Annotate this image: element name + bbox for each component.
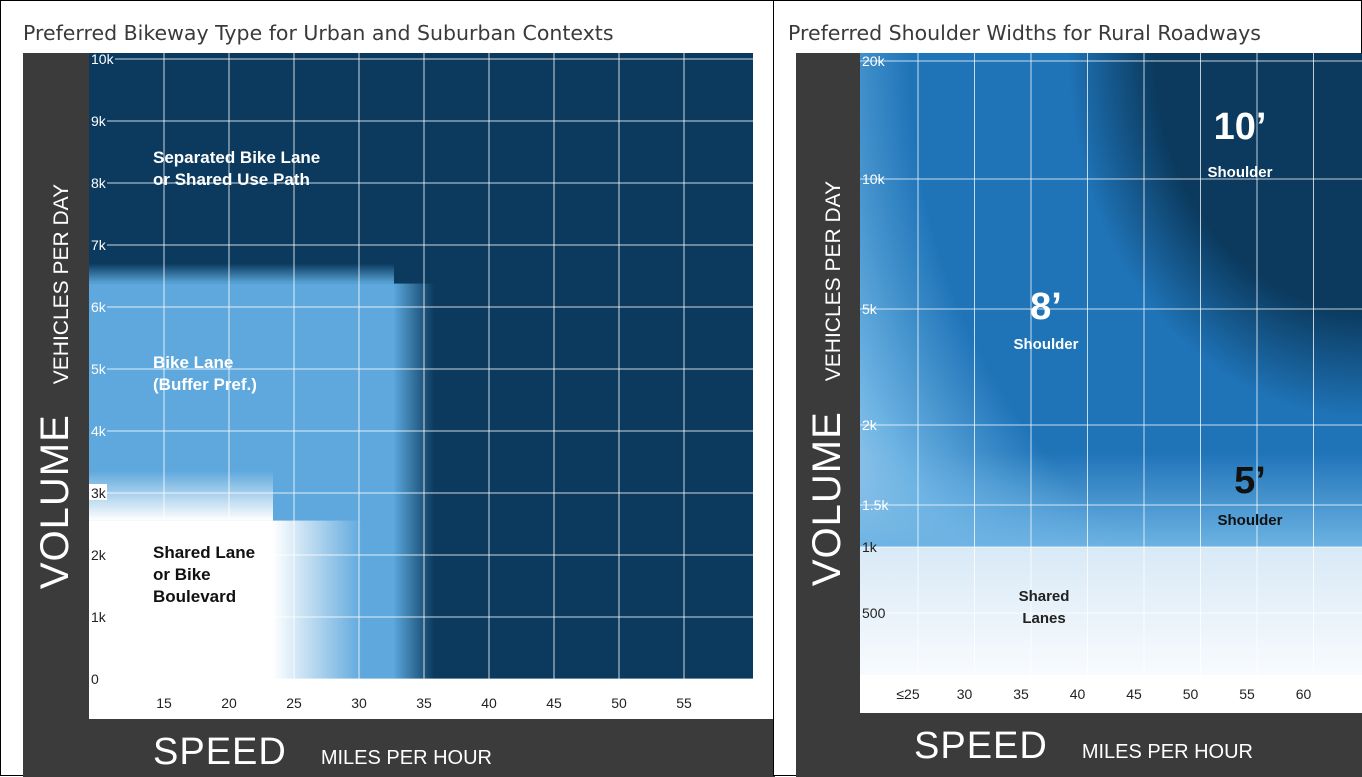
x-axis-band: [23, 719, 775, 777]
x-tick-label: 40: [481, 695, 497, 711]
zone-label: Shared Lane: [153, 543, 255, 562]
y-axis-unit: VEHICLES PER DAY: [50, 183, 74, 384]
y-axis-band: [796, 53, 860, 777]
y-tick-label: 9k: [91, 113, 107, 129]
x-axis-title: SPEED MILES PER HOUR: [914, 725, 1253, 768]
zone-label: Bike Lane: [153, 353, 233, 372]
y-tick-label: 2k: [91, 547, 107, 563]
x-axis-label: SPEED: [914, 725, 1048, 767]
y-tick-label: 5k: [91, 361, 107, 377]
y-tick-label: 1.5k: [862, 497, 889, 513]
x-axis-title: SPEED MILES PER HOUR: [153, 731, 492, 774]
x-axis-unit: MILES PER HOUR: [320, 747, 492, 769]
y-tick-label: 2k: [862, 417, 878, 433]
y-tick-label: 500: [862, 605, 886, 621]
y-tick-label: 0: [91, 671, 99, 687]
y-tick-label: 10k: [862, 171, 886, 187]
x-tick-label: 25: [286, 695, 302, 711]
shared-lane-zone: [89, 520, 273, 679]
x-tick-label: 20: [221, 695, 237, 711]
zone-label-big: 10’: [1214, 106, 1267, 148]
x-tick-label: 55: [1239, 686, 1255, 702]
x-tick-label: 45: [546, 695, 562, 711]
y-tick-label: 7k: [91, 237, 107, 253]
x-tick-label: 40: [1070, 686, 1086, 702]
zone-label: (Buffer Pref.): [153, 375, 257, 394]
rural-chart-panel: Preferred Shoulder Widths for Rural Road…: [773, 0, 1362, 777]
y-tick-bg: [89, 236, 107, 252]
x-tick-label: 50: [1183, 686, 1199, 702]
bike-lane-fade-top: [89, 263, 394, 284]
y-tick-label: 3k: [91, 485, 107, 501]
x-tick-label: 30: [351, 695, 367, 711]
y-tick-bg: [89, 298, 107, 314]
y-tick-label: 6k: [91, 299, 107, 315]
shared-lane-fade-right: [273, 520, 363, 679]
x-tick-label: 35: [416, 695, 432, 711]
x-axis-area: [89, 679, 753, 719]
zone-label-big: 5’: [1234, 460, 1266, 502]
shared-lanes-zone: [860, 547, 1362, 675]
y-tick-bg: [89, 53, 115, 66]
y-tick-bg: [89, 174, 107, 190]
y-tick-label: 5k: [862, 301, 878, 317]
y-tick-bg: [89, 360, 107, 376]
urban-bikeway-chart: 15 20 25 30 35 40 45 50 55 0 1k 2k 3k 4k 5k 6k 7k 8k 9k 10k…: [89, 53, 753, 719]
x-tick-label: ≤25: [896, 686, 919, 702]
y-axis-band: [23, 53, 89, 777]
y-tick-bg: [89, 112, 107, 128]
y-tick-bg: [89, 484, 107, 500]
y-axis-unit: VEHICLES PER DAY: [822, 180, 846, 381]
x-tick-label: 60: [1296, 686, 1312, 702]
zone-label: or Bike: [153, 565, 211, 584]
zone-label: Lanes: [1022, 610, 1065, 627]
y-axis-title: VOLUME VEHICLES PER DAY: [23, 53, 89, 719]
x-tick-label: 55: [676, 695, 692, 711]
chart-title: Preferred Bikeway Type for Urban and Sub…: [23, 21, 614, 45]
y-tick-label: 8k: [91, 175, 107, 191]
chart-title: Preferred Shoulder Widths for Rural Road…: [788, 21, 1261, 45]
y-tick-label: 20k: [862, 53, 886, 69]
shared-lane-fade-top: [89, 470, 273, 521]
y-tick-label: 4k: [91, 423, 107, 439]
y-tick-label: 10k: [91, 53, 115, 67]
zone-label: Boulevard: [153, 587, 236, 606]
x-tick-label: 50: [611, 695, 627, 711]
y-tick-bg: [89, 670, 99, 686]
x-tick-label: 45: [1126, 686, 1142, 702]
zone-label-small: Shoulder: [1207, 164, 1272, 181]
zone-label-big: 8’: [1030, 286, 1062, 328]
zone-label-small: Shoulder: [1013, 336, 1078, 353]
y-tick-bg: [89, 422, 107, 438]
x-tick-label: 15: [156, 695, 172, 711]
y-axis-label: VOLUME: [33, 413, 78, 589]
zone-label: or Shared Use Path: [153, 170, 310, 189]
y-tick-label: 1k: [862, 539, 878, 555]
y-axis-label: VOLUME: [805, 410, 850, 586]
zone-label: Separated Bike Lane: [153, 148, 320, 167]
rural-shoulder-chart: ≤25 30 35 40 45 50 55 60 500 1k 1.5k 2k 5k 10k 20k 10’…: [860, 53, 1362, 713]
x-axis-band: [796, 713, 1362, 777]
urban-chart-panel: Preferred Bikeway Type for Urban and Sub…: [0, 0, 775, 777]
zone-label: Shared: [1019, 588, 1070, 605]
zone-label-small: Shoulder: [1217, 512, 1282, 529]
y-tick-bg: [89, 546, 107, 562]
y-tick-label: 1k: [91, 609, 107, 625]
x-tick-label: 30: [957, 686, 973, 702]
x-axis-label: SPEED: [153, 731, 287, 773]
x-tick-label: 35: [1013, 686, 1029, 702]
x-axis-unit: MILES PER HOUR: [1081, 741, 1253, 763]
bike-lane-fade-right: [394, 283, 434, 679]
y-tick-bg: [89, 608, 107, 624]
y-axis-title: VOLUME VEHICLES PER DAY: [796, 53, 860, 713]
x-axis-area: [860, 675, 1362, 713]
shoulder-5-fade: [860, 453, 1362, 547]
